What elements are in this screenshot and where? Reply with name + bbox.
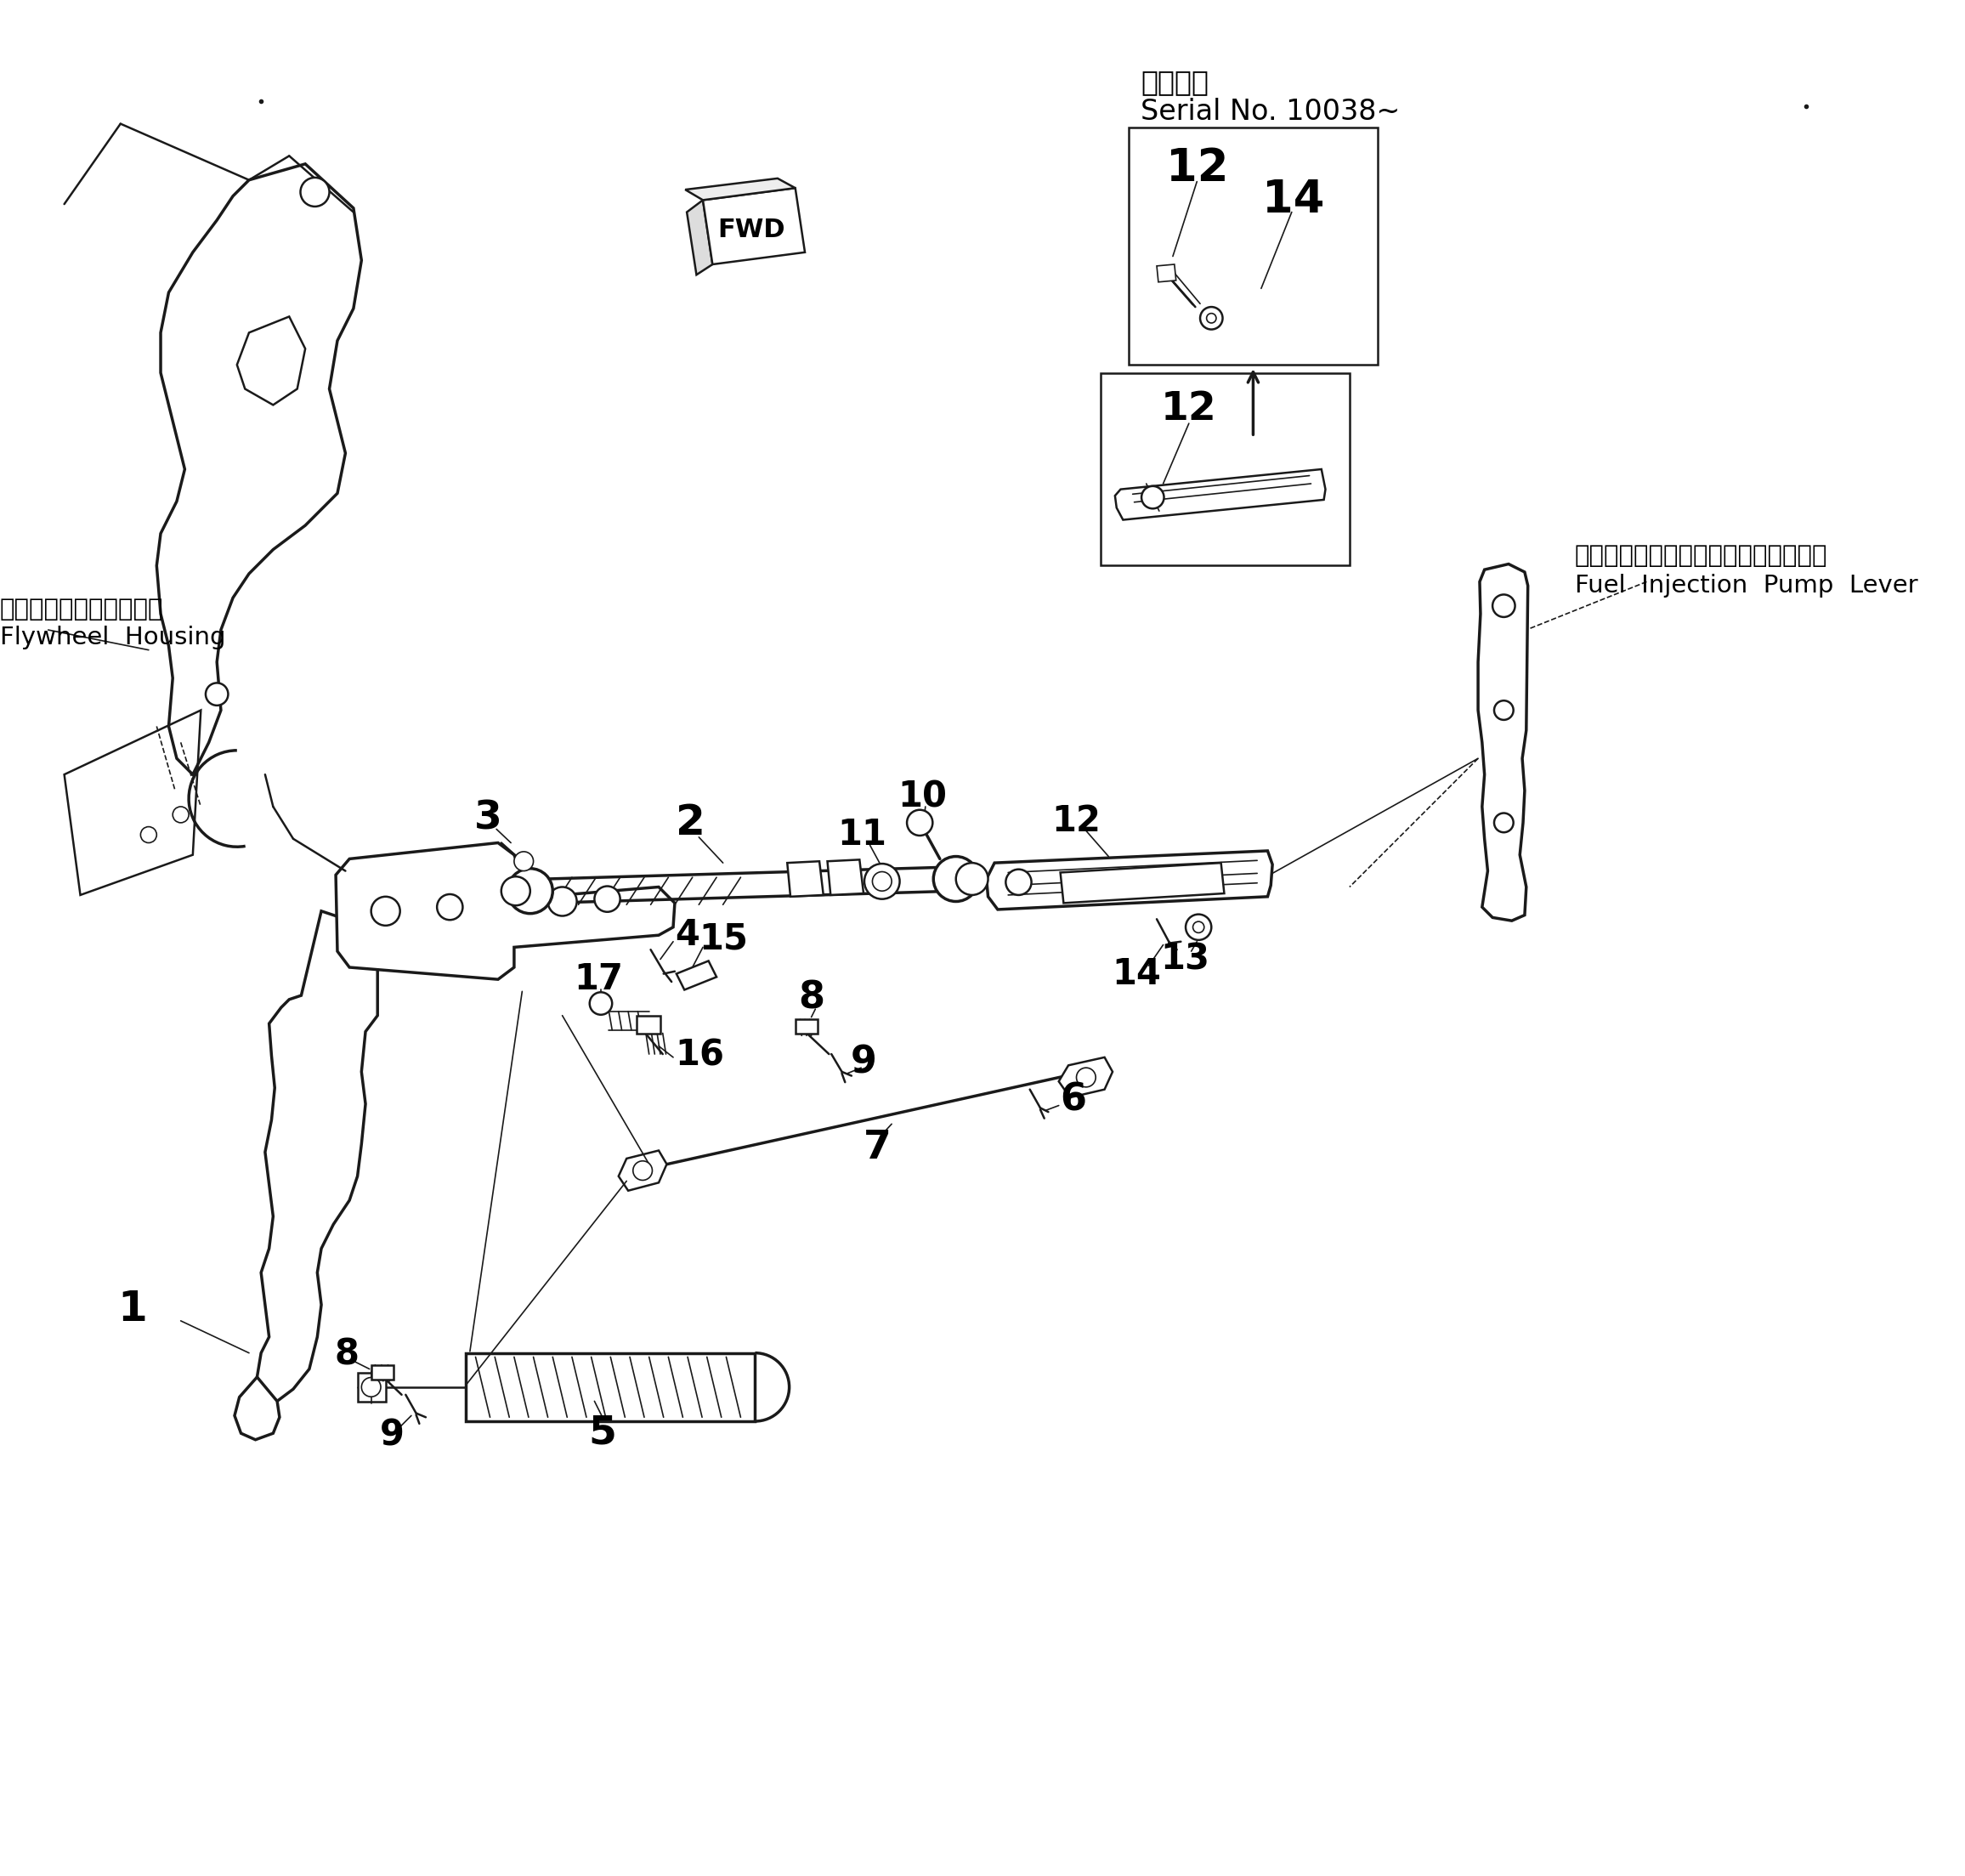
Circle shape [1077, 1067, 1096, 1086]
Polygon shape [986, 852, 1273, 910]
Polygon shape [1061, 863, 1224, 902]
Circle shape [206, 683, 228, 705]
Text: 9: 9 [379, 1416, 405, 1452]
Circle shape [590, 992, 613, 1015]
Bar [637, 1015, 660, 1034]
Text: FWD: FWD [717, 218, 786, 242]
Polygon shape [238, 317, 305, 405]
Circle shape [1142, 486, 1163, 508]
Circle shape [1006, 869, 1032, 895]
Text: 17: 17 [574, 962, 623, 998]
Bar [1100, 373, 1350, 567]
Text: 適用号機: 適用号機 [1142, 68, 1208, 96]
Circle shape [1493, 812, 1513, 833]
Polygon shape [619, 1150, 666, 1191]
Text: Fuel  Injection  Pump  Lever: Fuel Injection Pump Lever [1574, 574, 1918, 598]
Circle shape [933, 857, 979, 902]
Polygon shape [234, 1377, 279, 1439]
Text: 13: 13 [1159, 942, 1210, 977]
Polygon shape [676, 961, 717, 991]
Text: 14: 14 [1262, 178, 1324, 221]
Text: 10: 10 [898, 779, 947, 814]
Circle shape [1493, 700, 1513, 720]
Circle shape [173, 807, 189, 824]
Circle shape [865, 863, 900, 899]
Circle shape [436, 895, 462, 919]
Text: 11: 11 [837, 816, 886, 852]
Polygon shape [827, 859, 863, 895]
Circle shape [1193, 921, 1205, 932]
Polygon shape [1059, 1058, 1112, 1097]
Circle shape [141, 827, 157, 842]
Circle shape [1207, 313, 1216, 323]
Circle shape [362, 1377, 381, 1398]
Circle shape [301, 178, 330, 206]
Text: 4: 4 [674, 917, 700, 953]
Text: 9: 9 [851, 1043, 876, 1081]
Text: 8: 8 [334, 1338, 360, 1373]
Polygon shape [157, 163, 362, 775]
Circle shape [1493, 595, 1515, 617]
Text: 14: 14 [1112, 957, 1161, 992]
Circle shape [595, 885, 621, 912]
Polygon shape [1478, 565, 1529, 921]
Text: フェルインジェクションボンプレバー: フェルインジェクションボンプレバー [1574, 544, 1827, 568]
Text: 8: 8 [798, 979, 825, 1017]
Circle shape [507, 869, 552, 914]
Text: Flywheel  Housing: Flywheel Housing [0, 627, 226, 649]
Circle shape [548, 887, 578, 915]
Polygon shape [788, 861, 823, 897]
Circle shape [872, 872, 892, 891]
Text: 1: 1 [118, 1289, 147, 1330]
Circle shape [1201, 308, 1222, 330]
Circle shape [955, 863, 988, 895]
Polygon shape [1114, 469, 1326, 520]
Text: フライホイルハウジング: フライホイルハウジング [0, 598, 163, 621]
Circle shape [515, 852, 533, 870]
Bar [371, 1366, 393, 1379]
Text: 12: 12 [1165, 146, 1228, 189]
Polygon shape [257, 912, 377, 1401]
Text: 15: 15 [700, 921, 749, 957]
Text: 6: 6 [1061, 1082, 1087, 1118]
Bar [466, 1353, 755, 1422]
Polygon shape [1157, 265, 1175, 281]
Polygon shape [703, 188, 806, 265]
Text: 5: 5 [588, 1415, 617, 1452]
Circle shape [371, 897, 401, 925]
Text: 7: 7 [863, 1129, 892, 1167]
Polygon shape [686, 178, 796, 201]
Circle shape [1185, 914, 1210, 940]
Polygon shape [688, 201, 713, 274]
Circle shape [501, 876, 531, 906]
Polygon shape [336, 842, 674, 979]
Polygon shape [358, 1373, 385, 1401]
Bar [796, 1019, 817, 1034]
Text: 12: 12 [1161, 390, 1216, 428]
Circle shape [633, 1161, 652, 1180]
Bar [1128, 128, 1377, 364]
Text: 16: 16 [674, 1037, 723, 1073]
Text: 2: 2 [676, 803, 705, 842]
Text: 12: 12 [1051, 803, 1100, 839]
Circle shape [908, 810, 933, 835]
Text: 3: 3 [474, 799, 503, 839]
Text: Serial No. 10038∼: Serial No. 10038∼ [1142, 98, 1401, 126]
